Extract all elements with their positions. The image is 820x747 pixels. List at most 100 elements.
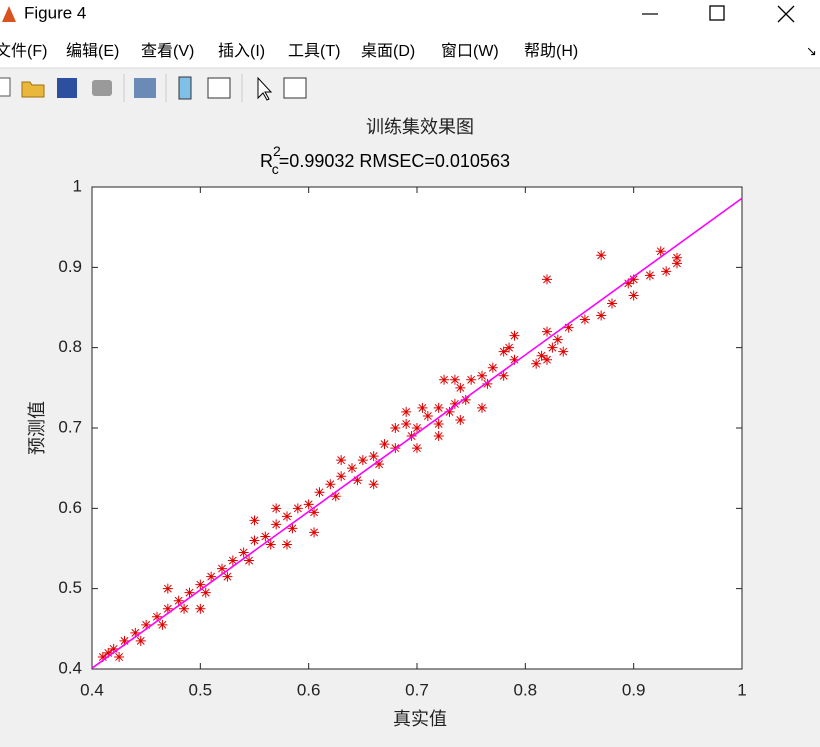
plot: 0.4 0.5 0.6 0.7 0.8 0.9 1 0.4 0.5 0.6 0.7 0.8 0.9 1 bbox=[58, 176, 746, 699]
scatter-point bbox=[368, 451, 379, 462]
scatter-point bbox=[433, 418, 444, 429]
link-icon[interactable] bbox=[134, 78, 156, 98]
colorbar-icon[interactable] bbox=[178, 76, 192, 100]
scatter-point bbox=[672, 252, 682, 263]
scatter-point bbox=[368, 479, 379, 490]
scatter-point bbox=[282, 539, 292, 550]
scatter-point bbox=[412, 443, 422, 454]
scatter-point bbox=[157, 619, 168, 630]
scatter-point bbox=[141, 619, 152, 630]
scatter-point bbox=[135, 635, 146, 646]
scatter-point bbox=[542, 274, 552, 285]
menu-item[interactable]: 帮助(H) bbox=[524, 42, 578, 60]
scatter-point bbox=[422, 410, 433, 421]
scatter-point bbox=[536, 350, 547, 361]
scatter-point bbox=[238, 547, 249, 558]
y-tick-label: 0.5 bbox=[58, 578, 82, 597]
x-tick-label: 0.8 bbox=[514, 680, 538, 699]
scatter-point bbox=[314, 487, 325, 498]
menu-item[interactable]: 窗口(W) bbox=[441, 42, 499, 60]
scatter-point bbox=[417, 402, 428, 413]
x-tick-label: 0.7 bbox=[405, 680, 429, 699]
scatter-point bbox=[406, 431, 417, 442]
scatter-point bbox=[412, 423, 422, 433]
scatter-point bbox=[130, 627, 141, 638]
scatter-point bbox=[607, 298, 617, 309]
scatter-point bbox=[482, 378, 493, 389]
scatter-point bbox=[271, 519, 282, 530]
scatter-point bbox=[379, 439, 390, 450]
dock-arrow[interactable]: ↘ bbox=[806, 43, 817, 58]
chart-subtitle: R2 c=0.99032 RMSEC=0.010563 bbox=[260, 143, 510, 177]
scatter-point bbox=[460, 394, 471, 405]
y-tick-label: 1 bbox=[73, 176, 82, 195]
scatter-point bbox=[162, 603, 173, 614]
scatter-point bbox=[227, 555, 238, 566]
scatter-point bbox=[336, 471, 347, 482]
menu-item[interactable]: 桌面(D) bbox=[361, 42, 415, 60]
chart-title: 训练集效果图 bbox=[366, 117, 474, 137]
menu-item[interactable]: 文件(F) bbox=[0, 42, 47, 60]
scatter-point bbox=[152, 611, 162, 622]
scatter-point bbox=[374, 459, 385, 470]
scatter-point bbox=[336, 455, 347, 466]
menu-item[interactable]: 插入(I) bbox=[218, 42, 265, 60]
scatter-point bbox=[173, 595, 184, 606]
new-icon[interactable] bbox=[0, 77, 11, 97]
scatter-point bbox=[271, 503, 282, 514]
scatter-point bbox=[184, 587, 195, 598]
scatter-point bbox=[249, 535, 260, 546]
scatter-point bbox=[487, 362, 498, 373]
menu-item[interactable]: 编辑(E) bbox=[66, 42, 119, 60]
subtitle-base: R bbox=[260, 151, 273, 171]
scatter-point bbox=[200, 587, 211, 598]
property-icon[interactable] bbox=[283, 77, 307, 99]
scatter-point bbox=[357, 455, 368, 466]
scatter-point bbox=[455, 382, 466, 393]
title-bar bbox=[0, 0, 820, 30]
scatter-point bbox=[542, 326, 552, 337]
menu-item[interactable]: 查看(V) bbox=[141, 42, 194, 60]
save-icon[interactable] bbox=[57, 78, 77, 98]
scatter-point bbox=[119, 635, 130, 646]
y-tick-label: 0.8 bbox=[58, 337, 82, 356]
scatter-point bbox=[292, 503, 303, 514]
scatter-point bbox=[287, 523, 298, 534]
y-tick-label: 0.4 bbox=[58, 658, 82, 677]
menu: 文件(F) 编辑(E) 查看(V) 插入(I) 工具(T) 桌面(D) 窗口(W) 帮助(H) bbox=[0, 42, 578, 60]
scatter-point bbox=[433, 402, 444, 413]
subtitle-sup: 2 bbox=[273, 143, 281, 159]
scatter-point bbox=[498, 370, 509, 381]
pointer-icon[interactable] bbox=[257, 76, 273, 101]
scatter-point bbox=[628, 274, 639, 285]
y-tick-label: 0.6 bbox=[58, 498, 82, 517]
scatter-point bbox=[579, 314, 590, 325]
close-button[interactable] bbox=[777, 5, 795, 23]
scatter-point bbox=[672, 258, 682, 269]
open-icon[interactable] bbox=[21, 81, 45, 98]
scatter-point bbox=[97, 651, 108, 662]
scatter-point bbox=[477, 402, 487, 413]
scatter-point bbox=[558, 346, 569, 357]
x-tick-label: 0.9 bbox=[622, 680, 646, 699]
scatter-point bbox=[655, 246, 666, 257]
scatter-point bbox=[390, 423, 401, 433]
scatter-point bbox=[509, 330, 520, 341]
print-icon[interactable] bbox=[92, 80, 112, 96]
scatter-point bbox=[552, 334, 563, 345]
scatter-point bbox=[477, 370, 487, 381]
scatter-point bbox=[195, 579, 206, 590]
scatter-point bbox=[661, 266, 672, 277]
scatter-point bbox=[547, 342, 558, 353]
legend-icon[interactable] bbox=[207, 77, 231, 99]
x-tick-label: 1 bbox=[737, 680, 746, 699]
maximize-button[interactable] bbox=[709, 5, 725, 21]
scatter-point bbox=[249, 515, 260, 526]
menu-bar bbox=[0, 30, 820, 68]
y-axis-label: 预测值 bbox=[27, 401, 47, 455]
menu-item[interactable]: 工具(T) bbox=[288, 43, 340, 60]
subtitle-sub: c bbox=[272, 161, 279, 177]
scatter-point bbox=[531, 358, 542, 369]
scatter-point bbox=[260, 531, 271, 542]
scatter-point bbox=[596, 310, 607, 321]
